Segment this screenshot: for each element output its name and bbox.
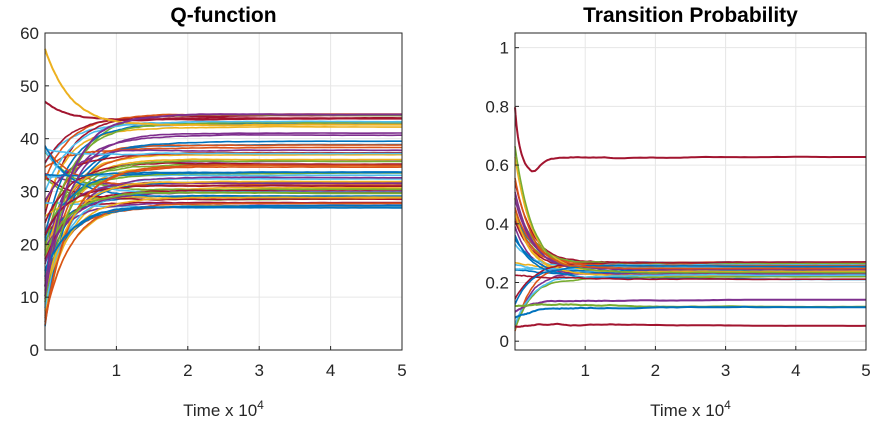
q-x-ticks: 1 2 3 4 5 (112, 346, 407, 380)
tp-series-line (514, 181, 866, 264)
q-series-group (44, 48, 403, 327)
tp-x-ticks: 1 2 3 4 5 (580, 346, 871, 380)
tp-series-line (514, 275, 867, 330)
tp-xtick-label: 2 (651, 361, 660, 380)
tp-series-line (514, 197, 867, 265)
q-highlighted-series-line (44, 204, 402, 272)
q-series-line (44, 202, 402, 319)
q-xtick-label: 4 (326, 361, 335, 380)
q-series-line (44, 204, 402, 317)
tp-series-line (514, 198, 867, 266)
tp-highlighted-series-line (515, 322, 867, 328)
q-xtick-label: 5 (397, 361, 406, 380)
q-ytick-label: 50 (20, 77, 39, 96)
q-ytick-label: 40 (20, 130, 39, 149)
q-y-ticks: 0 10 20 30 40 50 60 (20, 24, 49, 360)
tp-series-group (514, 107, 867, 332)
q-series-line (44, 125, 403, 209)
q-xtick-label: 1 (112, 361, 121, 380)
tp-ytick-label: 0 (500, 332, 509, 351)
q-x-axis-label: Time x 104 (183, 398, 264, 420)
q-x-axis-label-base: Time x 10 (183, 401, 257, 420)
tp-ytick-label: 0.4 (485, 215, 509, 234)
transition-probability-chart: 0 0.2 0.4 0.6 0.8 1 1 2 3 4 5 Transition Probabil… (485, 4, 870, 420)
tp-ytick-label: 1 (500, 39, 509, 58)
tp-x-axis-label-base: Time x 10 (650, 401, 724, 420)
tp-ytick-label: 0.2 (485, 273, 509, 292)
tp-chart-title: Transition Probability (583, 4, 798, 27)
tp-series-line (514, 273, 867, 326)
q-x-axis-label-exponent: 4 (257, 398, 264, 412)
q-series-line (44, 132, 402, 297)
q-xtick-label: 2 (183, 361, 192, 380)
q-ytick-label: 0 (30, 341, 39, 360)
q-series-line (45, 171, 402, 177)
q-ytick-label: 10 (20, 288, 39, 307)
tp-ytick-label: 0.6 (485, 156, 509, 175)
tp-xtick-label: 5 (861, 361, 870, 380)
tp-highlighted-series-line (514, 107, 866, 173)
q-series-line (44, 189, 402, 262)
q-series-line (44, 120, 403, 193)
tp-xtick-label: 4 (791, 361, 800, 380)
tp-y-ticks: 0 0.2 0.4 0.6 0.8 1 (485, 39, 519, 351)
q-function-chart: 0 10 20 30 40 50 60 1 2 3 4 5 Q-function Time x 10… (20, 4, 407, 420)
q-highlighted-series-line (44, 48, 402, 127)
tp-series-line (514, 207, 866, 268)
tp-xtick-label: 1 (580, 361, 589, 380)
tp-series-line (514, 211, 866, 264)
tp-xtick-label: 3 (721, 361, 730, 380)
q-series-line (44, 140, 402, 327)
q-series-line (44, 147, 402, 156)
q-series-line (44, 146, 402, 169)
tp-series-line (514, 261, 867, 300)
q-series-line (44, 180, 403, 293)
tp-x-axis-label-exponent: 4 (724, 398, 731, 412)
q-highlighted-series-line (44, 100, 402, 122)
q-series-line (44, 144, 403, 234)
q-ytick-label: 30 (20, 183, 39, 202)
tp-ytick-label: 0.8 (485, 97, 509, 116)
tp-highlighted-series-line (514, 305, 866, 319)
q-ytick-label: 20 (20, 235, 39, 254)
q-highlighted-series-line (44, 191, 402, 256)
tp-series-line (514, 177, 866, 270)
q-series-line (44, 121, 402, 164)
tp-x-axis-label: Time x 104 (650, 398, 731, 420)
q-xtick-label: 3 (254, 361, 263, 380)
q-series-line (44, 196, 402, 296)
tp-gridlines (515, 33, 867, 350)
tp-series-line (514, 156, 867, 273)
q-chart-title: Q-function (170, 4, 276, 27)
q-highlighted-series-line (44, 113, 402, 287)
tp-axes-frame (514, 32, 867, 351)
tp-series-line (514, 146, 866, 274)
tp-series-line (514, 264, 866, 305)
q-ytick-label: 60 (20, 24, 39, 43)
